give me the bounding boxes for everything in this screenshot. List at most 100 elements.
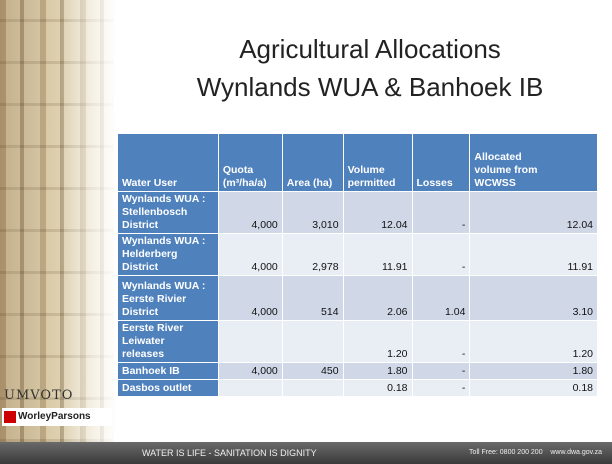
logo-umvoto: UMVOTO bbox=[4, 388, 74, 403]
table-row: Eerste River Leiwater releases 1.20 - 1.20 bbox=[117, 320, 598, 363]
cell-text: 2,978 bbox=[312, 261, 339, 273]
table-cell: 4,000 bbox=[217, 191, 283, 234]
cell-text: 0.18 bbox=[572, 382, 593, 394]
table-cell: Dasbos outlet bbox=[117, 379, 219, 397]
cell-line: Allocated bbox=[474, 151, 522, 163]
table-cell: Eerste River Leiwater releases bbox=[117, 320, 219, 363]
footer-right: Toll Free: 0800 200 200 www.dwa.gov.za bbox=[469, 449, 602, 456]
table-cell: 514 bbox=[281, 275, 344, 321]
table-row: Banhoek IB 4,000 450 1.80 - 1.80 bbox=[117, 362, 598, 380]
cell-text: 1.20 bbox=[387, 348, 408, 360]
cell-text: - bbox=[461, 348, 466, 360]
table-cell bbox=[217, 379, 283, 397]
table-cell: - bbox=[411, 362, 471, 380]
cell-line: Wynlands WUA : bbox=[122, 235, 206, 247]
table-cell: 4,000 bbox=[217, 233, 283, 276]
table-row: Dasbos outlet 0.18 - 0.18 bbox=[117, 379, 598, 397]
cell-line: Dasbos outlet bbox=[122, 382, 192, 394]
table-cell: Water User bbox=[117, 133, 219, 192]
cell-line: Losses bbox=[416, 177, 453, 189]
cell-text: - bbox=[461, 261, 466, 273]
cell-text: 4,000 bbox=[251, 219, 278, 231]
logo-worleyparsons: WorleyParsons bbox=[2, 408, 112, 426]
cell-text: 0.18 bbox=[387, 382, 408, 394]
table-cell: Wynlands WUA : Helderberg District bbox=[117, 233, 219, 276]
cell-text: 4,000 bbox=[251, 261, 278, 273]
cell-text: 450 bbox=[321, 365, 339, 377]
title-line: Wynlands WUA & Banhoek IB bbox=[196, 72, 544, 102]
table-cell: 0.18 bbox=[469, 379, 598, 397]
table-cell bbox=[217, 320, 283, 363]
table-cell bbox=[281, 320, 344, 363]
table-cell: 1.20 bbox=[342, 320, 413, 363]
cell-text: 4,000 bbox=[251, 365, 278, 377]
table-cell: 4,000 bbox=[217, 362, 283, 380]
cell-text: - bbox=[461, 219, 466, 231]
cell-text: 11.91 bbox=[567, 261, 594, 273]
cell-text: 1.04 bbox=[444, 306, 466, 318]
cell-line: releases bbox=[122, 348, 165, 360]
title: Agricultural Allocations Wynlands WUA & … bbox=[130, 30, 610, 106]
table-cell: 1.20 bbox=[469, 320, 598, 363]
table-cell: 11.91 bbox=[469, 233, 598, 276]
cell-text: 2.06 bbox=[387, 306, 408, 318]
table-cell: 2.06 bbox=[342, 275, 413, 321]
table-cell: 4,000 bbox=[217, 275, 283, 321]
cell-text: 1.80 bbox=[572, 365, 593, 377]
cell-line: (m³/ha/a) bbox=[222, 177, 267, 189]
table-cell: Losses bbox=[411, 133, 471, 192]
table-cell: Quota (m³/ha/a) bbox=[217, 133, 283, 192]
table-cell: Banhoek IB bbox=[117, 362, 219, 380]
cell-text: - bbox=[461, 382, 466, 394]
cell-text: 3,010 bbox=[312, 219, 339, 231]
cell-text: 1.80 bbox=[387, 365, 408, 377]
table-cell: Wynlands WUA : Stellenbosch District bbox=[117, 191, 219, 234]
table-cell: Allocated volume from WCWSS bbox=[469, 133, 598, 192]
table-cell: 0.18 bbox=[342, 379, 413, 397]
cell-text: 514 bbox=[321, 306, 339, 318]
cell-line: Banhoek IB bbox=[122, 365, 180, 377]
allocation-table: Water User Quota (m³/ha/a) Area (ha) Volume p… bbox=[117, 133, 598, 397]
cell-line: Wynlands WUA : bbox=[122, 280, 206, 292]
cell-line: Stellenbosch District bbox=[122, 206, 188, 231]
table-row: Wynlands WUA : Eerste Rivier District 4,00… bbox=[117, 275, 598, 321]
title-line: Agricultural Allocations bbox=[239, 34, 501, 64]
table-cell: Area (ha) bbox=[281, 133, 344, 192]
table-row: Wynlands WUA : Stellenbosch District 4,000… bbox=[117, 191, 598, 234]
footer-left: WATER IS LIFE - SANITATION IS DIGNITY bbox=[142, 448, 317, 458]
cell-line: permitted bbox=[347, 177, 396, 189]
cell-line: Volume bbox=[347, 164, 385, 176]
cell-line: Eerste Rivier District bbox=[122, 293, 187, 318]
logo-text: WorleyParsons bbox=[18, 411, 91, 422]
table-cell: 11.91 bbox=[342, 233, 413, 276]
side-fade bbox=[60, 0, 120, 442]
cell-text: 12.04 bbox=[381, 219, 408, 231]
cell-text: 11.91 bbox=[382, 261, 408, 273]
cell-line: volume from bbox=[474, 164, 538, 176]
cell-line: Wynlands WUA : bbox=[122, 193, 206, 205]
cell-line: WCWSS bbox=[474, 177, 516, 189]
table-cell bbox=[281, 379, 344, 397]
table-row: Wynlands WUA : Helderberg District 4,000 2,… bbox=[117, 233, 598, 276]
cell-line: Quota bbox=[222, 164, 254, 176]
cell-text: 1.20 bbox=[572, 348, 593, 360]
table-cell: 1.04 bbox=[411, 275, 471, 321]
table-cell: - bbox=[411, 191, 471, 234]
table-cell: 12.04 bbox=[469, 191, 598, 234]
table-cell: - bbox=[411, 379, 471, 397]
cell-text: - bbox=[461, 365, 466, 377]
table-cell: - bbox=[411, 233, 471, 276]
cell-text: 4,000 bbox=[251, 306, 278, 318]
cell-line: Helderberg District bbox=[122, 248, 178, 273]
header-row: Water User Quota (m³/ha/a) Area (ha) Volume p… bbox=[117, 133, 598, 192]
cell-line: Eerste River Leiwater bbox=[122, 322, 184, 347]
table-cell: 12.04 bbox=[342, 191, 413, 234]
cell-line: Water User bbox=[122, 177, 178, 189]
cell-text: 3.10 bbox=[572, 306, 593, 318]
table-cell: Wynlands WUA : Eerste Rivier District bbox=[117, 275, 219, 321]
table-cell: 450 bbox=[281, 362, 344, 380]
cell-line: Area (ha) bbox=[286, 177, 333, 189]
table-cell: Volume permitted bbox=[342, 133, 413, 192]
table-cell: 3,010 bbox=[281, 191, 344, 234]
table-cell: 3.10 bbox=[469, 275, 598, 321]
